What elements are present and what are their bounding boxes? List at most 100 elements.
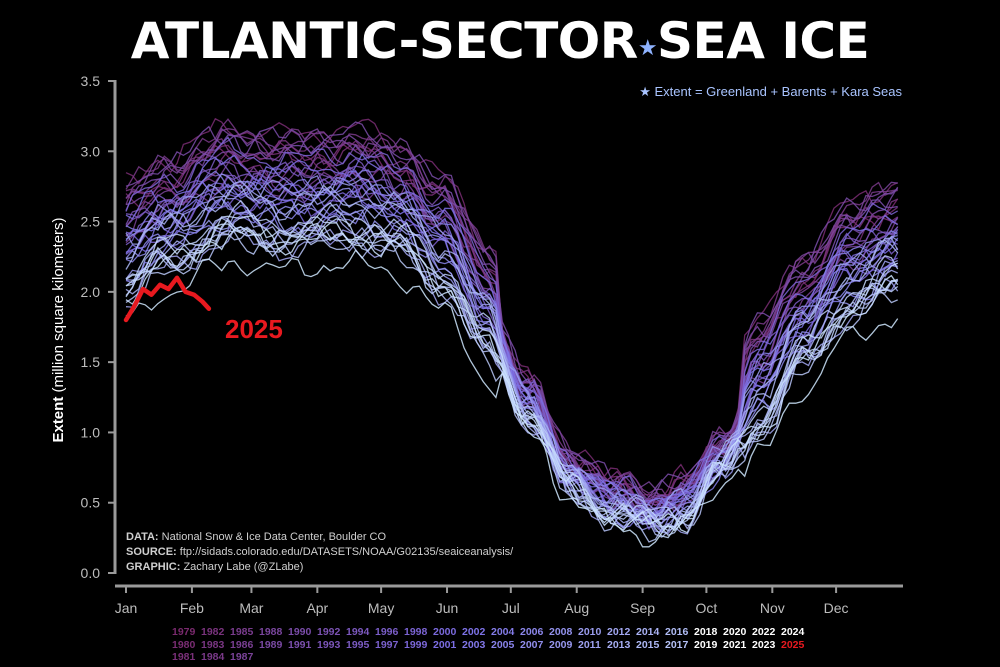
- legend-year: 2018: [694, 626, 718, 638]
- legend-year: 2016: [665, 626, 689, 638]
- legend-year: 2013: [607, 638, 631, 651]
- y-tick-label: 1.5: [81, 354, 101, 370]
- year-line: [125, 177, 899, 520]
- highlight-series: 2025: [123, 275, 283, 344]
- legend-year: 2014: [636, 626, 660, 638]
- year-line: [125, 249, 899, 548]
- y-axis-label-rest: (million square kilometers): [50, 217, 67, 392]
- legend-year: 2021: [723, 638, 747, 651]
- year-legend: 1979 1982 1985 1988 1990 1992 1994 1996 1998 2000…: [172, 626, 810, 664]
- legend-year: 2001: [433, 638, 457, 651]
- year-line: [125, 222, 899, 534]
- legend-year: 1993: [317, 638, 341, 651]
- title-part-b: SEA ICE: [657, 12, 870, 70]
- legend-year: 1983: [201, 638, 225, 651]
- legend-year: 2002: [462, 626, 486, 638]
- year-line: [125, 172, 898, 521]
- credit-label: GRAPHIC:: [126, 561, 183, 573]
- legend-year: 2012: [607, 626, 631, 638]
- credit-text: ftp://sidads.colorado.edu/DATASETS/NOAA/…: [180, 546, 514, 558]
- legend-year: 2003: [462, 638, 486, 651]
- year-line: [125, 214, 898, 528]
- x-tick-label: Sep: [630, 600, 655, 616]
- legend-year: 2019: [694, 638, 718, 651]
- legend-year: 1987: [230, 651, 254, 663]
- legend-year: 1988: [259, 626, 283, 638]
- x-tick-label: Dec: [824, 600, 849, 616]
- legend-year: 1985: [230, 626, 254, 638]
- x-tick-label: Jul: [502, 600, 520, 616]
- x-tick-label: Nov: [760, 600, 785, 616]
- x-tick-label: Mar: [239, 600, 263, 616]
- legend-year: 2017: [665, 638, 689, 651]
- legend-year: 2025: [781, 638, 805, 651]
- star-icon: ★: [637, 36, 658, 61]
- legend-year: 1995: [346, 638, 370, 651]
- x-tick-label: Feb: [180, 600, 204, 616]
- legend-year: 1998: [404, 626, 428, 638]
- year-line: [125, 167, 899, 518]
- x-tick-label: Jan: [115, 600, 138, 616]
- legend-year: 1992: [317, 626, 341, 638]
- year-line: [125, 184, 899, 524]
- legend-year: 2010: [578, 626, 602, 638]
- chart-title: ATLANTIC-SECTOR★SEA ICE: [0, 6, 1000, 76]
- legend-year: 2009: [549, 638, 573, 651]
- legend-year: 2000: [433, 626, 457, 638]
- credit-line: DATA: National Snow & Ice Data Center, B…: [126, 531, 386, 543]
- highlight-label: 2025: [225, 314, 283, 344]
- legend-year: 1980: [172, 638, 196, 651]
- legend-row: 1981 1984 1987: [172, 651, 810, 664]
- y-axis-label-bold: Extent: [50, 393, 67, 443]
- legend-year: 1982: [201, 626, 225, 638]
- y-tick-label: 0.0: [81, 565, 101, 581]
- y-tick-label: 1.0: [81, 424, 101, 440]
- x-tick-label: Jun: [436, 600, 459, 616]
- legend-year: 2005: [491, 638, 515, 651]
- x-tick-label: Oct: [696, 600, 718, 616]
- legend-year: 2007: [520, 638, 544, 651]
- y-tick-label: 2.5: [81, 214, 101, 230]
- title-part-a: ATLANTIC-SECTOR: [130, 12, 639, 70]
- x-tick-label: May: [368, 600, 394, 616]
- y-tick-label: 3.5: [81, 73, 101, 89]
- legend-row: 1979 1982 1985 1988 1990 1992 1994 1996 1998 2000…: [172, 626, 810, 639]
- credit-text: Zachary Labe (@ZLabe): [183, 561, 303, 573]
- legend-year: 1989: [259, 638, 283, 651]
- y-axis-label: Extent (million square kilometers): [50, 217, 67, 442]
- legend-year: 2022: [752, 626, 776, 638]
- series-lines: [125, 117, 899, 548]
- legend-year: 1997: [375, 638, 399, 651]
- year-line: [125, 170, 899, 524]
- credit-label: DATA:: [126, 531, 162, 543]
- legend-row: 1980 1983 1986 1989 1991 1993 1995 1997 1999 2001…: [172, 639, 810, 652]
- x-tick-label: Apr: [306, 600, 328, 616]
- legend-year: 1984: [201, 651, 225, 663]
- y-tick-label: 3.0: [81, 143, 101, 159]
- y-tick-label: 2.0: [81, 284, 101, 300]
- legend-year: 1996: [375, 626, 399, 638]
- legend-year: 2011: [578, 638, 601, 651]
- legend-year: 1979: [172, 626, 196, 638]
- legend-year: 2023: [752, 638, 776, 651]
- legend-year: 2008: [549, 626, 573, 638]
- legend-year: 1990: [288, 626, 312, 638]
- credit-label: SOURCE:: [126, 546, 180, 558]
- legend-year: 1994: [346, 626, 370, 638]
- credit-line: GRAPHIC: Zachary Labe (@ZLabe): [126, 561, 303, 573]
- credit-text: National Snow & Ice Data Center, Boulder…: [162, 531, 387, 543]
- highlight-line-2025: [123, 275, 212, 323]
- annotations: ★ Extent = Greenland + Barents + Kara Se…: [126, 84, 902, 573]
- legend-year: 2006: [520, 626, 544, 638]
- legend-year: 2004: [491, 626, 515, 638]
- y-tick-label: 0.5: [81, 495, 101, 511]
- year-line: [125, 121, 899, 506]
- legend-year: 1991: [288, 638, 312, 651]
- legend-year: 2020: [723, 626, 747, 638]
- legend-year: 1999: [404, 638, 428, 651]
- axes: 0.0 0.5 1.0 1.5 2.0 2.5 3.0 3.5 Jan Feb Mar Apr May J…: [50, 73, 903, 616]
- legend-year: 2024: [781, 626, 805, 638]
- credit-line: SOURCE: ftp://sidads.colorado.edu/DATASE…: [126, 546, 514, 558]
- legend-year: 1986: [230, 638, 254, 651]
